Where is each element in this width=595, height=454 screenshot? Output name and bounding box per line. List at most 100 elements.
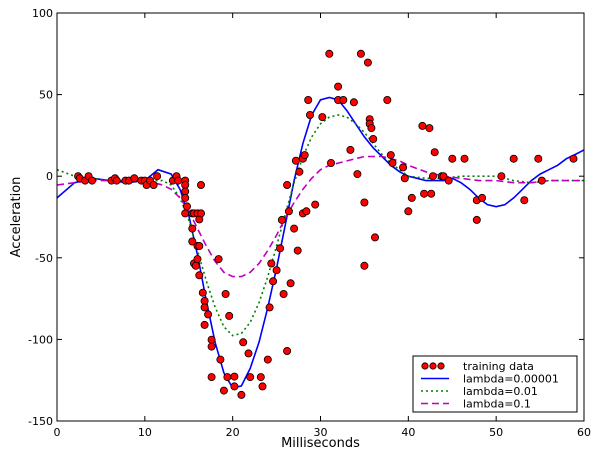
data-point — [353, 170, 362, 179]
data-point — [388, 158, 397, 167]
y-tick-label: 100 — [32, 7, 53, 20]
x-tick-label: 0 — [54, 426, 61, 439]
data-point — [291, 156, 300, 165]
data-point — [265, 303, 274, 312]
data-point — [311, 200, 320, 209]
data-point — [369, 134, 378, 143]
data-point — [223, 373, 232, 382]
data-point — [181, 209, 190, 218]
data-point — [534, 154, 543, 163]
data-point — [363, 58, 372, 67]
data-point — [214, 255, 223, 264]
y-tick-label: 0 — [46, 170, 53, 183]
ticks-layer: 0 10 20 30 40 50 60 -150 -100 -50 0 50 100 — [28, 7, 591, 439]
data-point — [318, 113, 327, 122]
data-point — [207, 373, 216, 382]
y-tick-label: -50 — [35, 252, 53, 265]
data-point — [196, 180, 205, 189]
data-point — [300, 151, 309, 160]
y-tick-label: 50 — [39, 89, 53, 102]
data-point — [295, 167, 304, 176]
data-point — [326, 158, 335, 167]
data-point — [246, 373, 255, 382]
x-tick-label: 10 — [138, 426, 152, 439]
data-point — [230, 382, 239, 391]
x-tick-label: 30 — [314, 426, 328, 439]
legend-label: lambda=0.00001 — [463, 373, 559, 386]
data-point — [153, 172, 162, 181]
data-point — [130, 174, 139, 183]
data-point — [399, 163, 408, 172]
data-point — [386, 151, 395, 160]
data-point — [195, 271, 204, 280]
data-point — [537, 176, 546, 185]
y-tick-label: -150 — [28, 415, 53, 428]
data-point — [325, 49, 334, 58]
data-point — [305, 111, 314, 120]
data-point — [221, 289, 230, 298]
data-point — [444, 176, 453, 185]
data-point — [304, 96, 313, 105]
data-point — [360, 198, 369, 207]
data-point — [497, 172, 506, 181]
data-point — [195, 241, 204, 250]
data-point — [204, 310, 213, 319]
data-point — [339, 96, 348, 105]
data-point — [230, 372, 239, 381]
data-point — [207, 342, 216, 351]
series-layer — [56, 96, 585, 389]
data-point — [283, 180, 292, 189]
legend-marker — [437, 362, 445, 370]
series-line-2 — [56, 155, 584, 278]
data-point — [256, 373, 265, 382]
data-point — [219, 386, 228, 395]
data-point — [112, 176, 121, 185]
data-point — [472, 215, 481, 224]
data-point — [174, 176, 183, 185]
data-point — [356, 49, 365, 58]
data-point — [407, 193, 416, 202]
data-point — [383, 96, 392, 105]
data-point — [439, 172, 448, 181]
data-point — [400, 174, 409, 183]
data-point — [279, 289, 288, 298]
data-point — [272, 266, 281, 275]
data-point — [182, 202, 191, 211]
data-point — [200, 303, 209, 312]
data-point — [428, 172, 437, 181]
data-point — [216, 355, 225, 364]
data-point — [191, 261, 200, 270]
data-point — [302, 207, 311, 216]
data-point — [149, 180, 158, 189]
data-point — [188, 224, 197, 233]
x-axis-label: Milliseconds — [281, 436, 360, 451]
data-point — [277, 215, 286, 224]
x-tick-label: 50 — [489, 426, 503, 439]
data-point — [520, 196, 529, 205]
data-point — [284, 207, 293, 216]
legend-marker — [429, 362, 437, 370]
data-point — [509, 154, 518, 163]
data-point — [193, 255, 202, 264]
points-layer — [74, 49, 578, 399]
data-point — [448, 154, 457, 163]
y-tick-label: -100 — [28, 333, 53, 346]
x-tick-label: 40 — [401, 426, 415, 439]
data-point — [427, 189, 436, 198]
x-tick-label: 60 — [577, 426, 591, 439]
legend-label: lambda=0.01 — [463, 385, 538, 398]
data-point — [418, 121, 427, 130]
data-point — [430, 148, 439, 157]
data-point — [569, 154, 578, 163]
data-point — [334, 82, 343, 91]
y-axis-label: Acceleration — [9, 177, 24, 258]
data-point — [404, 207, 413, 216]
data-point — [244, 349, 253, 358]
data-point — [198, 288, 207, 297]
data-point — [478, 193, 487, 202]
data-point — [360, 261, 369, 270]
data-point — [346, 145, 355, 154]
data-point — [286, 279, 295, 288]
legend-label: training data — [463, 360, 534, 373]
